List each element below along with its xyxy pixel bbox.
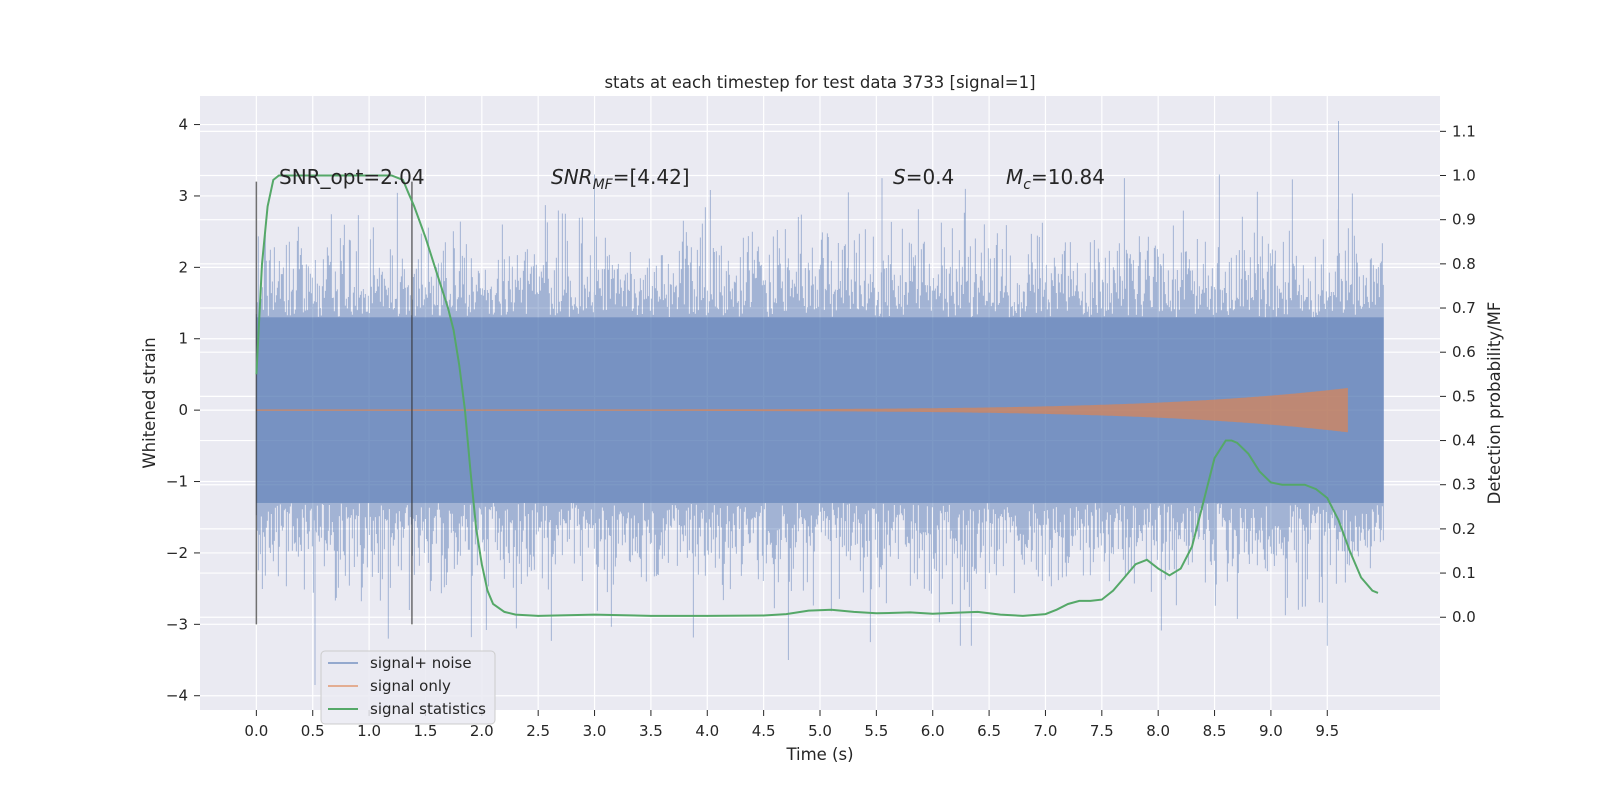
x-tick-label-6: 3.0 (583, 722, 607, 740)
legend-label-noise: signal+ noise (370, 654, 472, 672)
right-axis-ticks: 1.1 1.0 0.9 0.8 0.7 0.6 0.5 0.4 0.3 0.2 0.1 0.0 (1440, 122, 1476, 626)
right-tick-label-3: 0.8 (1452, 255, 1476, 273)
x-tick-label-0: 0.0 (244, 722, 268, 740)
y-tick-label-7: −3 (166, 615, 188, 633)
annotation-snr-opt: SNR_opt=2.04 (279, 165, 425, 189)
y-tick-label-0: 4 (178, 116, 188, 134)
y-tick-label-2: 2 (178, 258, 188, 276)
right-tick-label-0: 1.1 (1452, 122, 1476, 140)
y-axis-label: Whitened strain (140, 337, 159, 468)
y-tick-label-4: 0 (178, 401, 188, 419)
vertical-markers (255, 181, 413, 625)
x-tick-label-17: 8.5 (1203, 722, 1227, 740)
y-axis-ticks: 4 3 2 1 0 −1 −2 −3 −4 (166, 116, 200, 705)
right-tick-label-11: 0.0 (1452, 608, 1476, 626)
x-tick-label-5: 2.5 (526, 722, 550, 740)
x-tick-label-8: 4.0 (695, 722, 719, 740)
y-tick-label-6: −2 (166, 544, 188, 562)
y-tick-label-3: 1 (178, 330, 188, 348)
x-tick-label-10: 5.0 (808, 722, 832, 740)
x-tick-label-19: 9.5 (1315, 722, 1339, 740)
x-tick-label-11: 5.5 (864, 722, 888, 740)
right-tick-label-8: 0.3 (1452, 476, 1476, 494)
x-tick-label-3: 1.5 (414, 722, 438, 740)
x-tick-label-13: 6.5 (977, 722, 1001, 740)
chart-title: stats at each timestep for test data 373… (604, 73, 1035, 92)
y-tick-label-5: −1 (166, 473, 188, 491)
right-tick-label-7: 0.4 (1452, 432, 1476, 450)
legend-label-stat: signal statistics (370, 700, 486, 718)
y-tick-label-1: 3 (178, 187, 188, 205)
right-tick-label-10: 0.1 (1452, 564, 1476, 582)
signal-statistics-series (255, 174, 1379, 617)
legend-label-signal: signal only (370, 677, 451, 695)
legend: signal+ noise signal only signal statist… (320, 650, 496, 725)
right-tick-label-1: 1.0 (1452, 167, 1476, 185)
legend-box (320, 650, 496, 725)
right-tick-label-5: 0.6 (1452, 343, 1476, 361)
right-tick-label-2: 0.9 (1452, 211, 1476, 229)
annotation-s: S=0.4 (893, 165, 954, 189)
annotation-mc: Mc=10.84 (1006, 165, 1105, 193)
x-tick-label-1: 0.5 (301, 722, 325, 740)
x-tick-label-15: 7.5 (1090, 722, 1114, 740)
signal-statistics-line (255, 174, 1379, 617)
annotation-snr-mf: SNRMF=[4.42] (551, 165, 690, 193)
x-tick-label-9: 4.5 (752, 722, 776, 740)
annotations: SNR_opt=2.04 SNRMF=[4.42] S=0.4 Mc=10.84 (279, 165, 1105, 193)
x-tick-label-7: 3.5 (639, 722, 663, 740)
x-axis-label: Time (s) (785, 745, 853, 764)
right-tick-label-6: 0.5 (1452, 387, 1476, 405)
right-tick-label-4: 0.7 (1452, 299, 1476, 317)
x-tick-label-16: 8.0 (1146, 722, 1170, 740)
x-tick-label-18: 9.0 (1259, 722, 1283, 740)
right-axis-label: Detection probability/MF (1485, 302, 1504, 505)
x-tick-label-4: 2.0 (470, 722, 494, 740)
x-tick-label-14: 7.0 (1034, 722, 1058, 740)
x-tick-label-2: 1.0 (357, 722, 381, 740)
right-tick-label-9: 0.2 (1452, 520, 1476, 538)
x-tick-label-12: 6.0 (921, 722, 945, 740)
y-tick-label-8: −4 (166, 687, 188, 705)
x-axis-ticks: 0.0 0.5 1.0 1.5 2.0 2.5 3.0 3.5 4.0 4.5 5.0 5.5 6.0 6… (244, 710, 1339, 740)
